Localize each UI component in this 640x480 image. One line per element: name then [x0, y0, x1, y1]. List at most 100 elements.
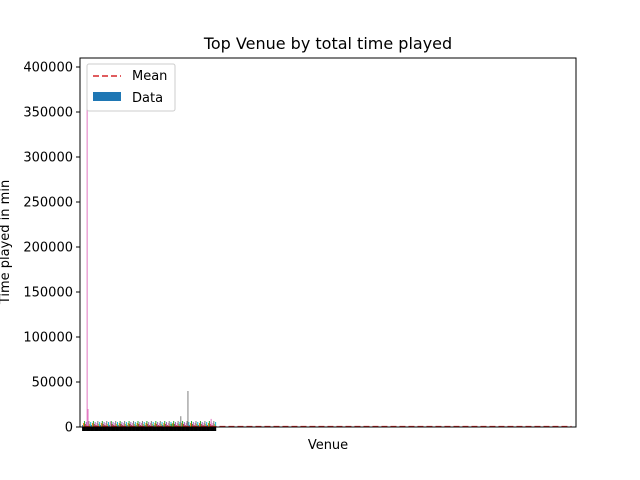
bar	[181, 423, 183, 427]
bar	[86, 98, 88, 427]
legend: Mean Data	[86, 63, 176, 112]
bar	[187, 391, 189, 427]
bar	[129, 424, 131, 427]
legend-mean-label: Mean	[132, 69, 167, 84]
bar	[91, 425, 93, 427]
bar	[142, 424, 144, 427]
bar	[111, 424, 113, 427]
bar	[213, 421, 215, 427]
bar	[124, 421, 126, 427]
bar	[190, 423, 192, 427]
bar	[83, 423, 85, 427]
bar	[98, 424, 100, 427]
bar	[154, 423, 156, 427]
y-tick-label: 350000	[23, 106, 73, 121]
bar	[153, 425, 155, 427]
bar	[91, 423, 93, 427]
bar	[188, 422, 190, 427]
bar	[210, 418, 212, 427]
bar	[215, 422, 217, 427]
bar	[88, 421, 90, 427]
bar	[99, 422, 101, 427]
bar	[139, 422, 141, 427]
bar	[135, 425, 137, 427]
bar	[178, 424, 180, 427]
bar	[146, 421, 148, 427]
legend-data-swatch	[93, 92, 121, 101]
bar	[112, 422, 114, 427]
bar	[205, 424, 207, 427]
bar	[94, 422, 96, 427]
bar	[132, 423, 134, 427]
bar	[144, 425, 146, 427]
bar	[164, 421, 166, 427]
bar	[208, 421, 210, 427]
y-tick-label: 50000	[32, 376, 73, 391]
bar	[173, 423, 175, 427]
bar	[102, 424, 104, 427]
bar	[167, 423, 169, 427]
bar	[117, 425, 119, 427]
bar	[143, 422, 145, 427]
bar	[127, 423, 129, 427]
bar	[96, 423, 98, 427]
bar	[203, 423, 205, 427]
y-tick-label: 300000	[23, 151, 73, 166]
bar	[101, 421, 103, 427]
bar	[100, 423, 102, 427]
bar	[136, 423, 138, 427]
bar	[195, 421, 197, 427]
y-axis-ticks: 0 50000 100000 150000 200000 250000 300000 3500…	[23, 61, 80, 436]
bar	[141, 421, 143, 427]
bar	[198, 425, 200, 427]
bar	[182, 421, 184, 427]
bar	[133, 421, 135, 427]
bar	[92, 421, 94, 427]
bar	[115, 421, 117, 427]
bar	[192, 422, 194, 427]
bar	[199, 421, 201, 427]
bar	[100, 425, 102, 427]
bar	[90, 422, 92, 427]
bar	[145, 423, 147, 427]
bar	[177, 421, 179, 427]
bar	[209, 424, 211, 427]
bar	[165, 424, 167, 427]
x-axis-ticks	[82, 427, 217, 431]
bar	[185, 423, 187, 427]
bar	[130, 422, 132, 427]
bar	[182, 424, 184, 427]
bar	[121, 422, 123, 427]
bar	[138, 424, 140, 427]
bar	[200, 424, 202, 427]
bar	[147, 424, 149, 427]
bar	[133, 424, 135, 427]
bar	[126, 425, 128, 427]
bar	[125, 422, 127, 427]
bars	[82, 98, 217, 427]
plot-frame	[79, 57, 577, 428]
bar	[110, 421, 112, 427]
bar	[114, 423, 116, 427]
bar	[156, 424, 158, 427]
bar	[191, 424, 193, 427]
bar	[108, 425, 110, 427]
bar	[199, 423, 201, 427]
bar	[191, 421, 193, 427]
bar	[119, 421, 121, 427]
bar	[160, 424, 162, 427]
bar	[158, 423, 160, 427]
bar	[84, 424, 86, 427]
bar	[161, 422, 163, 427]
bar	[148, 422, 150, 427]
bar	[103, 422, 105, 427]
bar	[159, 421, 161, 427]
bar	[118, 423, 120, 427]
bar	[196, 424, 198, 427]
bar	[82, 425, 84, 427]
bar	[123, 423, 125, 427]
bar	[174, 422, 176, 427]
bar	[201, 422, 203, 427]
bar	[151, 424, 153, 427]
